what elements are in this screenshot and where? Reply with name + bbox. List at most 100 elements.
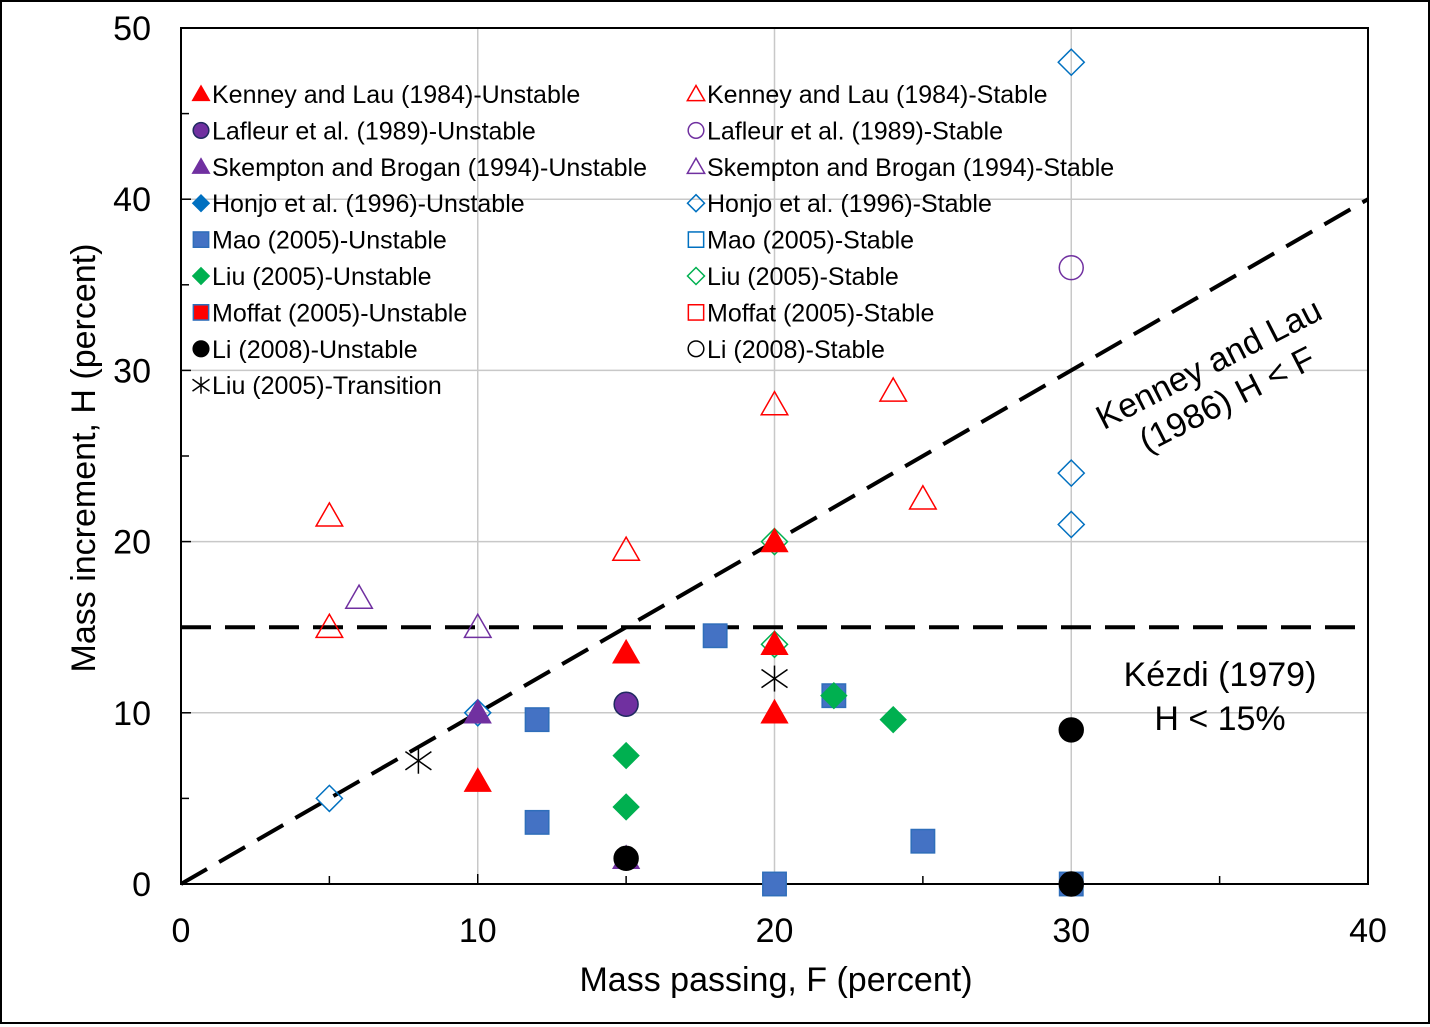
legend-label: Kenney and Lau (1984)-Stable [707, 81, 1048, 109]
data-point [613, 691, 639, 717]
data-point [524, 707, 550, 733]
x-tick-label: 20 [756, 912, 794, 950]
legend-label: Honjo et al. (1996)-Stable [707, 190, 992, 218]
legend-item: Mao (2005)-Unstable [192, 227, 447, 255]
y-tick-label: 50 [113, 10, 151, 48]
x-tick-label: 40 [1349, 912, 1387, 950]
legend-marker-circle-icon [192, 121, 210, 139]
legend-item: Liu (2005)-Transition [192, 372, 442, 400]
legend-item: Liu (2005)-Stable [686, 263, 899, 291]
legend-marker-square-icon [687, 231, 705, 248]
legend-label: Mao (2005)-Unstable [212, 227, 447, 255]
y-tick-label: 30 [113, 352, 151, 390]
star-stroke [192, 378, 210, 392]
data-point [762, 871, 787, 897]
legend-label: Lafleur et al. (1989)-Unstable [212, 117, 536, 145]
data-point [820, 681, 848, 710]
legend-label: Moffat (2005)-Unstable [212, 299, 467, 327]
legend-item: Mao (2005)-Stable [687, 227, 914, 255]
legend-label: Honjo et al. (1996)-Unstable [212, 190, 525, 218]
data-point [463, 767, 492, 792]
legend-label: Mao (2005)-Stable [707, 227, 914, 255]
legend-marker-circle-icon [687, 340, 705, 358]
legend-marker-square-icon [192, 231, 210, 248]
legend-label: Skempton and Brogan (1994)-Unstable [212, 154, 647, 182]
data-point [314, 612, 344, 639]
y-tick-label: 0 [132, 866, 151, 904]
legend-item: Honjo et al. (1996)-Unstable [191, 190, 525, 218]
data-point [1058, 254, 1084, 281]
data-point [759, 390, 790, 416]
legend-item: Skempton and Brogan (1994)-Unstable [191, 154, 647, 182]
data-point [463, 698, 492, 727]
legend-label: Liu (2005)-Stable [707, 263, 899, 291]
legend-marker-square-icon [192, 304, 210, 321]
data-point [404, 747, 432, 774]
legend-label: Li (2008)-Unstable [212, 336, 418, 364]
legend-item: Lafleur et al. (1989)-Unstable [192, 117, 536, 145]
legend-marker-diamond-icon [191, 193, 211, 213]
data-point [878, 376, 908, 402]
legend-item: Skempton and Brogan (1994)-Stable [686, 154, 1114, 182]
data-point [524, 809, 550, 835]
x-tick-label: 0 [172, 912, 191, 950]
x-tick-label: 10 [459, 912, 497, 950]
kezdi-label-line1: Kézdi (1979) [1124, 656, 1317, 694]
data-point [612, 793, 640, 821]
legend-item: Moffat (2005)-Stable [687, 299, 934, 327]
legend-marker-star-icon [192, 376, 210, 394]
y-tick-label: 10 [113, 695, 151, 733]
data-point [612, 741, 640, 770]
data-point [344, 583, 374, 609]
data-point [1058, 717, 1084, 743]
y-axis-title: Mass increment, H (percent) [65, 244, 103, 673]
data-point [761, 665, 788, 692]
data-point [1057, 459, 1086, 488]
legend-marker-diamond-icon [191, 266, 211, 286]
data-point [760, 527, 789, 556]
data-point [702, 623, 728, 649]
legend-label: Li (2008)-Stable [707, 336, 885, 364]
legend-marker-circle-icon [687, 121, 705, 139]
legend-item: Kenney and Lau (1984)-Unstable [191, 81, 580, 109]
legend-marker-diamond-icon [686, 266, 706, 286]
legend-item: Kenney and Lau (1984)-Stable [686, 81, 1048, 109]
star-stroke [761, 668, 788, 689]
legend-marker-circle-icon [192, 340, 210, 358]
data-point [463, 612, 493, 639]
data-point [760, 527, 789, 553]
data-point [879, 705, 907, 734]
legend-marker-triangle-icon [191, 84, 211, 102]
legend-item: Honjo et al. (1996)-Stable [686, 190, 992, 218]
legend-item: Li (2008)-Stable [687, 336, 885, 364]
legend-label: Liu (2005)-Transition [212, 372, 442, 400]
legend-marker-triangle-icon [686, 156, 706, 175]
legend-label: Moffat (2005)-Stable [707, 299, 934, 327]
data-point [611, 535, 641, 562]
data-point [760, 630, 789, 655]
data-points [314, 48, 1086, 897]
data-point [463, 698, 492, 724]
x-axis-title: Mass passing, F (percent) [579, 961, 972, 999]
legend-marker-triangle-icon [686, 83, 706, 102]
legend-item: Li (2008)-Unstable [192, 336, 418, 364]
legend-item: Liu (2005)-Unstable [191, 263, 432, 291]
data-point [1058, 871, 1084, 897]
legend-label: Kenney and Lau (1984)-Unstable [212, 81, 580, 109]
data-point [613, 845, 639, 872]
legend-marker-diamond-icon [686, 193, 706, 213]
data-point [760, 698, 789, 724]
axes: 0 10 20 30 40 0 10 20 30 40 50 [113, 10, 1387, 950]
legend-marker-square-icon [687, 304, 705, 321]
data-point [612, 638, 641, 664]
data-point [1057, 48, 1086, 77]
legend-item: Moffat (2005)-Unstable [192, 299, 467, 327]
legend-marker-triangle-icon [191, 157, 211, 174]
y-tick-label: 20 [113, 524, 151, 562]
legend: Kenney and Lau (1984)-Unstable Kenney and… [191, 81, 1114, 400]
data-point [314, 501, 344, 527]
data-point [910, 828, 936, 854]
data-point [1057, 510, 1086, 539]
